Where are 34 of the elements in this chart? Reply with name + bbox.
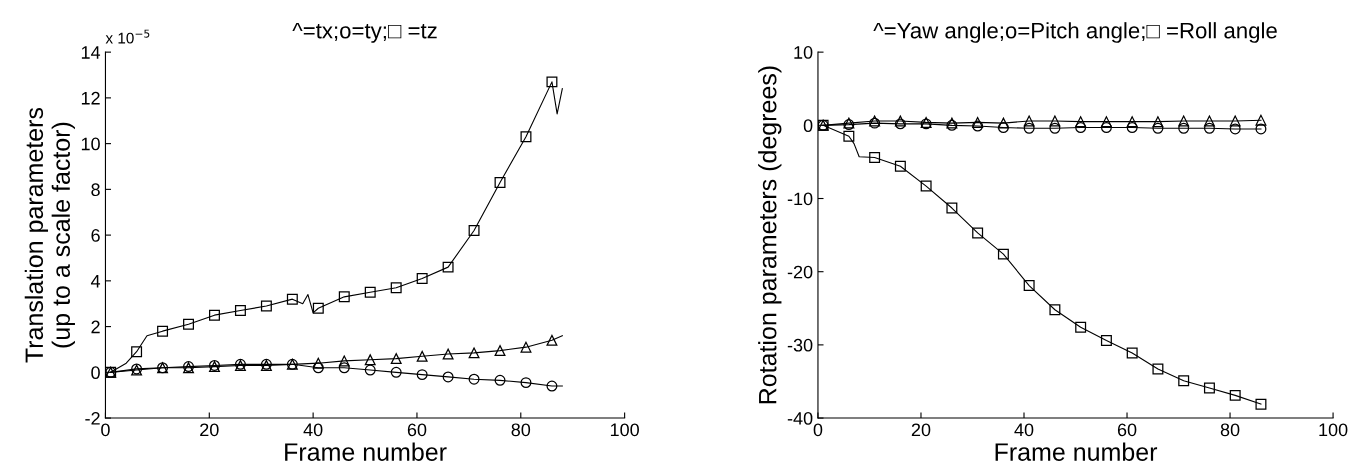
- y-tick-label: -10: [787, 192, 813, 206]
- y-tick-label: 0: [803, 119, 813, 133]
- text: x 10$^{−5}$: [105, 29, 150, 44]
- y-tick-label: 6: [91, 229, 100, 242]
- y-tick-label: 14: [81, 46, 101, 59]
- x-axis-title: Frame number: [995, 442, 1158, 461]
- y-tick-label: -30: [787, 338, 813, 352]
- x-tick-label: 0: [813, 423, 823, 437]
- y-tick-label: 10: [794, 46, 813, 59]
- y-tick-label: 8: [91, 183, 100, 197]
- x-tick-label: 80: [1220, 423, 1240, 437]
- x-tick-label: 100: [610, 423, 639, 437]
- x-tick-label: 20: [911, 423, 931, 437]
- chart-title: ^=Yaw angle;o=Pitch angle;□ =Roll angle: [873, 22, 1277, 43]
- x-tick-label: 60: [1117, 423, 1137, 437]
- y-tick-label: -40: [787, 412, 813, 425]
- x-tick-label: 60: [407, 423, 427, 437]
- y-axis-title: Rotation parameters (degrees): [758, 66, 782, 404]
- y-tick-label: 12: [81, 91, 100, 105]
- y-tick-label: 2: [91, 320, 100, 334]
- x-tick-label: 0: [101, 423, 110, 437]
- y-axis-title: Translation parameters (up to a scale factor): [24, 107, 75, 363]
- y-tick-label: 4: [90, 274, 101, 288]
- x-tick-label: 40: [1014, 423, 1034, 437]
- y-tick-label: -2: [85, 412, 100, 425]
- y-tick-label: 10: [81, 137, 100, 151]
- x-tick-label: 80: [511, 423, 531, 437]
- y-tick-label: 0: [91, 366, 100, 380]
- chart-title: ^=tx;o=ty;□ =tz: [292, 22, 437, 43]
- x-tick-label: 100: [1319, 423, 1348, 437]
- y-tick-label: -20: [787, 265, 813, 279]
- x-tick-label: 20: [200, 423, 219, 437]
- x-axis-title: Frame number: [285, 442, 447, 461]
- x-tick-label: 40: [303, 423, 323, 437]
